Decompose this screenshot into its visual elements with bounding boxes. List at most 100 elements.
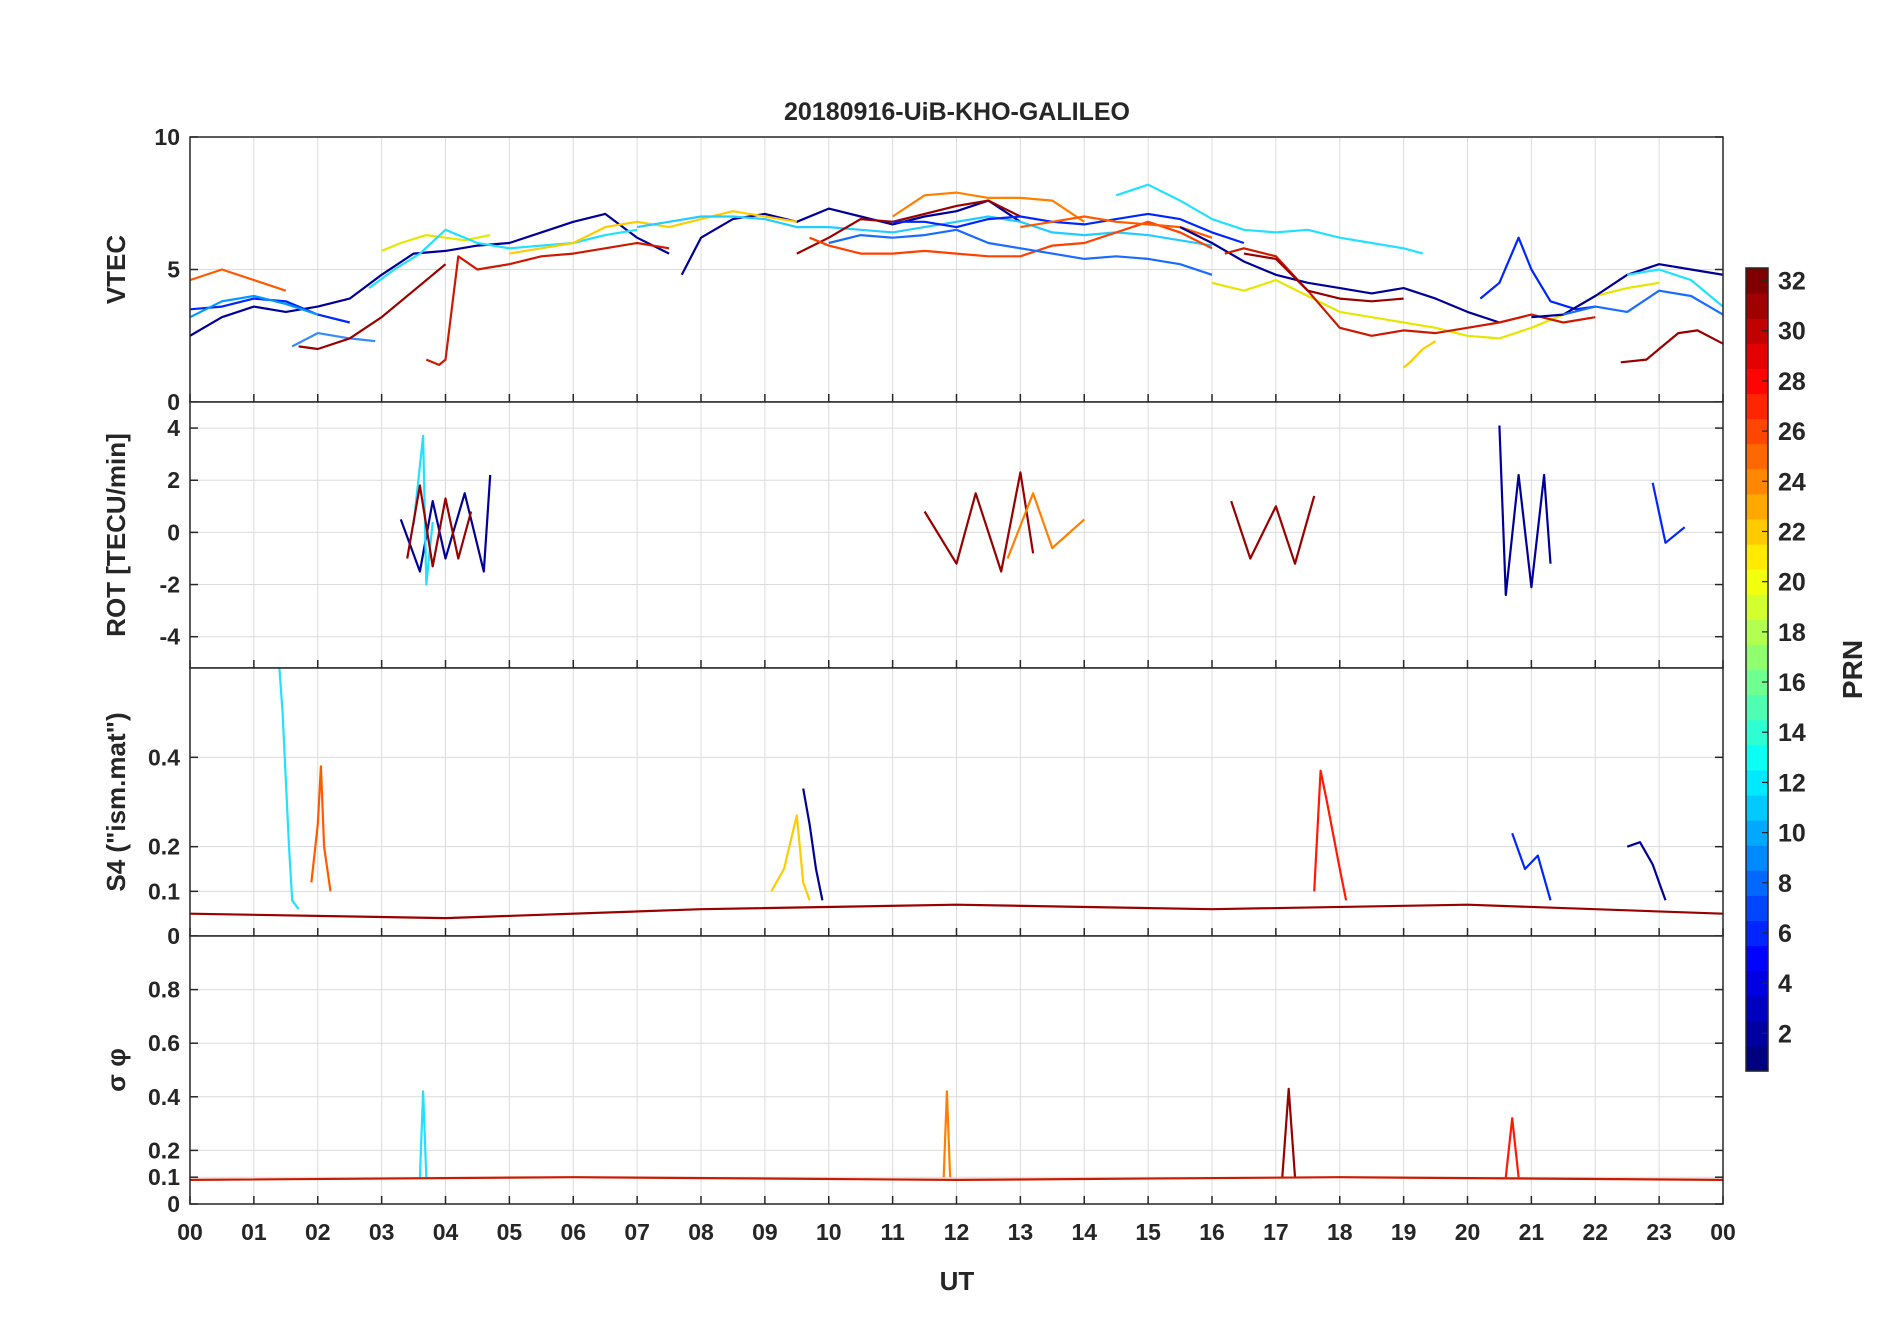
series-line xyxy=(190,1176,1723,1182)
y-tick-label: 0.2 xyxy=(148,834,180,860)
y-axis-label: ROT [TECU/min] xyxy=(101,433,131,637)
colorbar-tick-label: 8 xyxy=(1778,870,1792,898)
colorbar-segment xyxy=(1746,644,1768,671)
colorbar-tick-label: 30 xyxy=(1778,318,1806,346)
colorbar-tick-label: 10 xyxy=(1778,820,1806,848)
x-tick-label: 16 xyxy=(1199,1219,1225,1245)
x-tick-label: 19 xyxy=(1391,1219,1417,1245)
x-tick-label: 01 xyxy=(241,1219,267,1245)
series-line xyxy=(291,332,376,348)
x-tick-label: 14 xyxy=(1071,1219,1097,1245)
series-line xyxy=(278,668,300,910)
x-tick-label: 02 xyxy=(305,1219,331,1245)
series-line xyxy=(368,228,638,289)
x-tick-label: 17 xyxy=(1263,1219,1289,1245)
x-tick-label: 04 xyxy=(433,1219,459,1245)
series-line xyxy=(891,191,1085,223)
colorbar-segment xyxy=(1746,418,1768,445)
x-tick-label: 12 xyxy=(944,1219,970,1245)
colorbar-tick-label: 32 xyxy=(1778,268,1806,296)
series-line xyxy=(418,1090,428,1178)
colorbar-tick-label: 18 xyxy=(1778,619,1806,647)
series-group xyxy=(190,668,1723,920)
series-line xyxy=(1627,268,1723,308)
y-tick-label: 0.1 xyxy=(148,1164,180,1190)
series-line xyxy=(942,1090,952,1178)
series-line xyxy=(1651,482,1686,544)
colorbar-tick-label: 24 xyxy=(1778,468,1806,496)
colorbar-tick-label: 6 xyxy=(1778,920,1792,948)
y-tick-label: 0.8 xyxy=(148,977,180,1003)
colorbar-segment xyxy=(1746,493,1768,520)
colorbar-segment xyxy=(1746,318,1768,344)
colorbar-segment xyxy=(1746,845,1768,871)
x-tick-label: 18 xyxy=(1327,1219,1353,1245)
y-tick-label: 0 xyxy=(167,389,180,415)
y-tick-label: -2 xyxy=(160,572,180,598)
colorbar-tick-label: 16 xyxy=(1778,669,1806,697)
series-line xyxy=(1498,425,1552,597)
x-tick-label: 08 xyxy=(688,1219,714,1245)
series-line xyxy=(892,212,1245,245)
series-line xyxy=(1243,252,1404,303)
colorbar-segment xyxy=(1746,594,1768,620)
colorbar-segment xyxy=(1746,544,1768,570)
colorbar-segment xyxy=(1746,1020,1768,1047)
colorbar-segment xyxy=(1746,343,1768,369)
chart-title: 20180916-UiB-KHO-GALILEO xyxy=(784,98,1130,126)
x-axis-label: UT xyxy=(940,1266,975,1296)
series-line xyxy=(406,484,473,568)
x-tick-label: 23 xyxy=(1646,1219,1672,1245)
colorbar-segment xyxy=(1746,895,1768,922)
colorbar-segment xyxy=(1746,820,1768,846)
s4-panel: 0 0.1 0.2 0.4 S4 ("ism.mat") xyxy=(101,667,1724,949)
colorbar-segment xyxy=(1746,744,1768,771)
series-line xyxy=(190,294,319,319)
y-tick-label: 0.4 xyxy=(148,744,180,770)
series-line xyxy=(796,199,1021,255)
colorbar-tick-label: 20 xyxy=(1778,569,1806,597)
series-line xyxy=(1313,769,1348,901)
series-line xyxy=(802,788,824,901)
colorbar-segment xyxy=(1746,569,1768,595)
series-line xyxy=(1620,329,1723,364)
sigma-phi-panel: 00.10.2 0.4 0.6 0.8 σ φ xyxy=(101,935,1724,1217)
series-line xyxy=(1224,247,1596,337)
series-line xyxy=(190,212,670,337)
colorbar-segment xyxy=(1746,443,1768,470)
y-tick-label: 2 xyxy=(167,467,180,493)
series-line xyxy=(1626,841,1667,901)
series-line xyxy=(1504,1117,1520,1178)
series-line xyxy=(190,903,1723,920)
colorbar-segment xyxy=(1746,268,1768,294)
colorbar-label: PRN xyxy=(1837,640,1868,699)
y-tick-label: 0 xyxy=(167,519,180,545)
y-tick-label: 0.1 xyxy=(148,878,180,904)
x-tick-label: 11 xyxy=(880,1219,905,1245)
series-line xyxy=(1230,495,1316,565)
colorbar-segment xyxy=(1746,769,1768,796)
rot-panel: -4 -2 0 2 4 ROT [TECU/min] xyxy=(101,401,1724,669)
series-line xyxy=(923,471,1035,573)
colorbar-tick-label: 22 xyxy=(1778,518,1806,546)
colorbar-segment xyxy=(1746,970,1768,997)
colorbar-frame xyxy=(1745,267,1769,1072)
colorbar-tick-label: 26 xyxy=(1778,418,1806,446)
series-line xyxy=(1511,832,1552,901)
series-line xyxy=(770,814,811,901)
x-tick-label: 09 xyxy=(752,1219,778,1245)
colorbar-segment xyxy=(1746,468,1768,495)
series-line xyxy=(1402,340,1437,369)
y-tick-label: 0.4 xyxy=(148,1084,180,1110)
colorbar-segment xyxy=(1746,368,1768,395)
series-line xyxy=(190,268,287,292)
series-line xyxy=(1479,236,1596,311)
series-line xyxy=(1115,183,1424,255)
colorbar-segment xyxy=(1746,393,1768,420)
colorbar-segment xyxy=(1746,920,1768,947)
y-axis-label: VTEC xyxy=(101,235,131,305)
y-tick-label: 0 xyxy=(167,923,180,949)
